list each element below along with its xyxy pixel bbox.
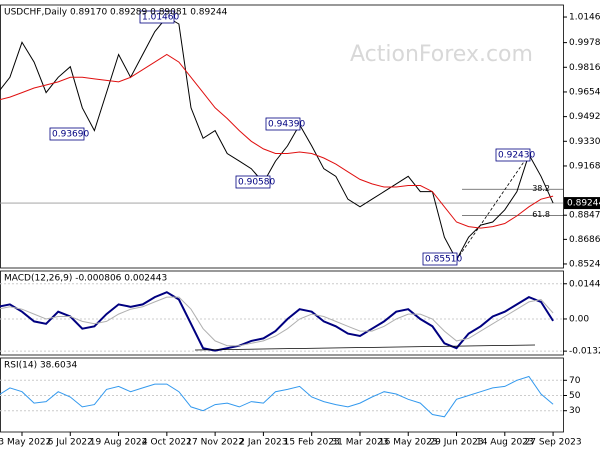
panel-frame [0,270,564,356]
trend-line [194,344,536,351]
fib-label: 61.8 [532,210,550,219]
annotation: 0.93690 [52,130,89,140]
trend-line [456,154,530,261]
x-tick-label: 23 May 2022 [0,438,51,448]
y-tick-label: 70 [569,376,581,386]
y-tick-label: 1.01460 [569,13,600,23]
last-price-label: 0.89244 [567,199,600,209]
x-tick-label: 19 Aug 2022 [90,438,148,448]
annotation-box [139,10,175,24]
x-tick-label: 27 Sep 2023 [525,438,582,448]
series-line [0,296,554,347]
last-price-box [564,197,600,210]
y-tick-label: 0.85245 [569,259,600,269]
x-tick-label: 4 Oct 2022 [142,438,192,448]
annotation-box [422,252,458,266]
y-tick-label: 0.014456 [569,279,600,289]
annotation: 0.85510 [425,255,462,265]
series-line [0,375,554,418]
x-tick-label: 2 Jan 2023 [239,438,287,448]
x-tick-label: 29 Jun 2023 [429,438,483,448]
panel-title: USDCHF,Daily 0.89170 0.89289 0.89081 0.8… [4,8,228,18]
watermark: ActionForex.com [350,42,533,67]
x-tick-label: 31 Mar 2023 [331,438,388,448]
x-tick-label: 17 Nov 2022 [186,438,244,448]
panel-title: RSI(14) 38.6034 [4,361,77,371]
annotation-box [235,175,271,189]
x-tick-label: 6 Jul 2022 [48,438,93,448]
series-line [0,53,554,229]
panel-title: MACD(12,26,9) -0.000806 0.002443 [4,274,167,284]
annotation-box [495,148,531,162]
annotation: 1.01460 [142,13,179,23]
x-tick-label: 15 Feb 2023 [284,438,340,448]
annotation: 0.94390 [268,120,305,130]
fib-label: 38.2 [532,184,550,193]
panel-frame [0,4,564,269]
x-tick-label: 14 Aug 2023 [476,438,534,448]
annotation-box [49,127,85,141]
series-line [0,291,554,352]
annotation: 0.90580 [238,178,275,188]
y-tick-label: 30 [569,406,581,416]
y-tick-label: 0.00 [569,314,589,324]
annotation-box [265,117,301,131]
series-line [0,16,554,261]
annotation: 0.92430 [498,151,535,161]
y-tick-label: 50 [569,391,581,401]
x-tick-label: 16 May 2023 [379,438,438,448]
y-tick-label: -0.01321 [569,347,600,357]
